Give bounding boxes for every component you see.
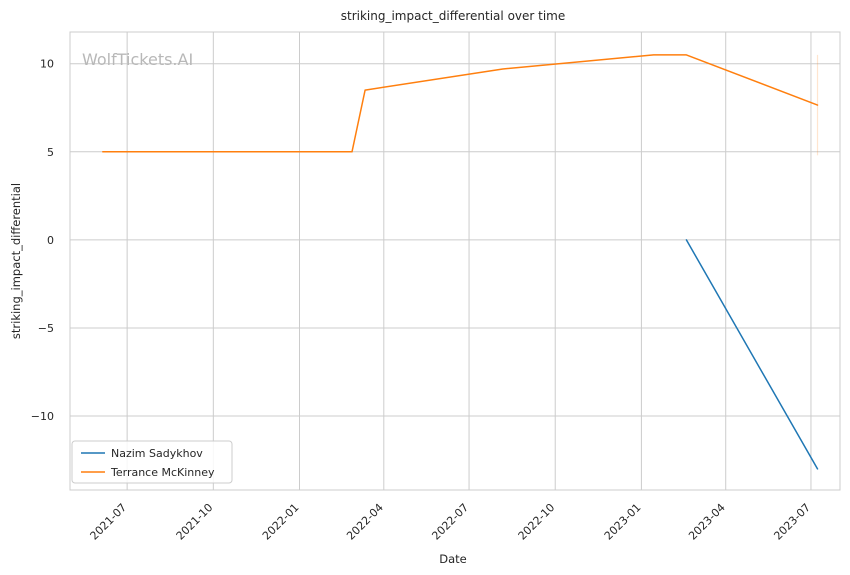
legend-box <box>71 440 233 484</box>
series-line-nazim-sadykhov <box>685 239 819 470</box>
series-lines <box>102 54 819 470</box>
y-tick-label: 5 <box>47 146 54 159</box>
x-tick-label: 2022-07 <box>429 501 471 543</box>
plot-frame <box>69 31 841 491</box>
x-tick-label: 2022-04 <box>344 501 386 543</box>
grid <box>70 32 840 490</box>
x-axis-label: Date <box>439 552 467 566</box>
y-tick-label: 10 <box>40 58 54 71</box>
x-tick-label: 2021-07 <box>88 501 130 543</box>
x-tick-label: 2023-07 <box>771 501 813 543</box>
x-tick-label: 2022-01 <box>260 501 302 543</box>
x-tick-label: 2023-04 <box>686 501 728 543</box>
plot-area <box>70 32 840 490</box>
x-ticks: 2021-07 2021-10 2022-01 2022-04 2022-07 2022-… <box>88 501 814 543</box>
y-tick-label: −5 <box>38 322 54 335</box>
y-axis-label: striking_impact_differential <box>9 183 23 339</box>
legend-label-terrance: Terrance McKinney <box>110 466 215 479</box>
chart-title: striking_impact_differential over time <box>341 9 566 23</box>
x-tick-label: 2023-01 <box>602 501 644 543</box>
y-tick-label: 0 <box>47 234 54 247</box>
y-tick-label: −10 <box>31 410 54 423</box>
series-line-terrance-mckinney <box>102 54 819 153</box>
y-ticks: −10 −5 0 5 10 <box>31 58 54 423</box>
watermark: WolfTickets.AI <box>82 50 193 69</box>
x-tick-label: 2022-10 <box>516 501 558 543</box>
legend-label-nazim: Nazim Sadykhov <box>111 447 203 460</box>
x-tick-label: 2021-10 <box>174 501 216 543</box>
legend: Nazim Sadykhov Terrance McKinney <box>71 440 233 484</box>
